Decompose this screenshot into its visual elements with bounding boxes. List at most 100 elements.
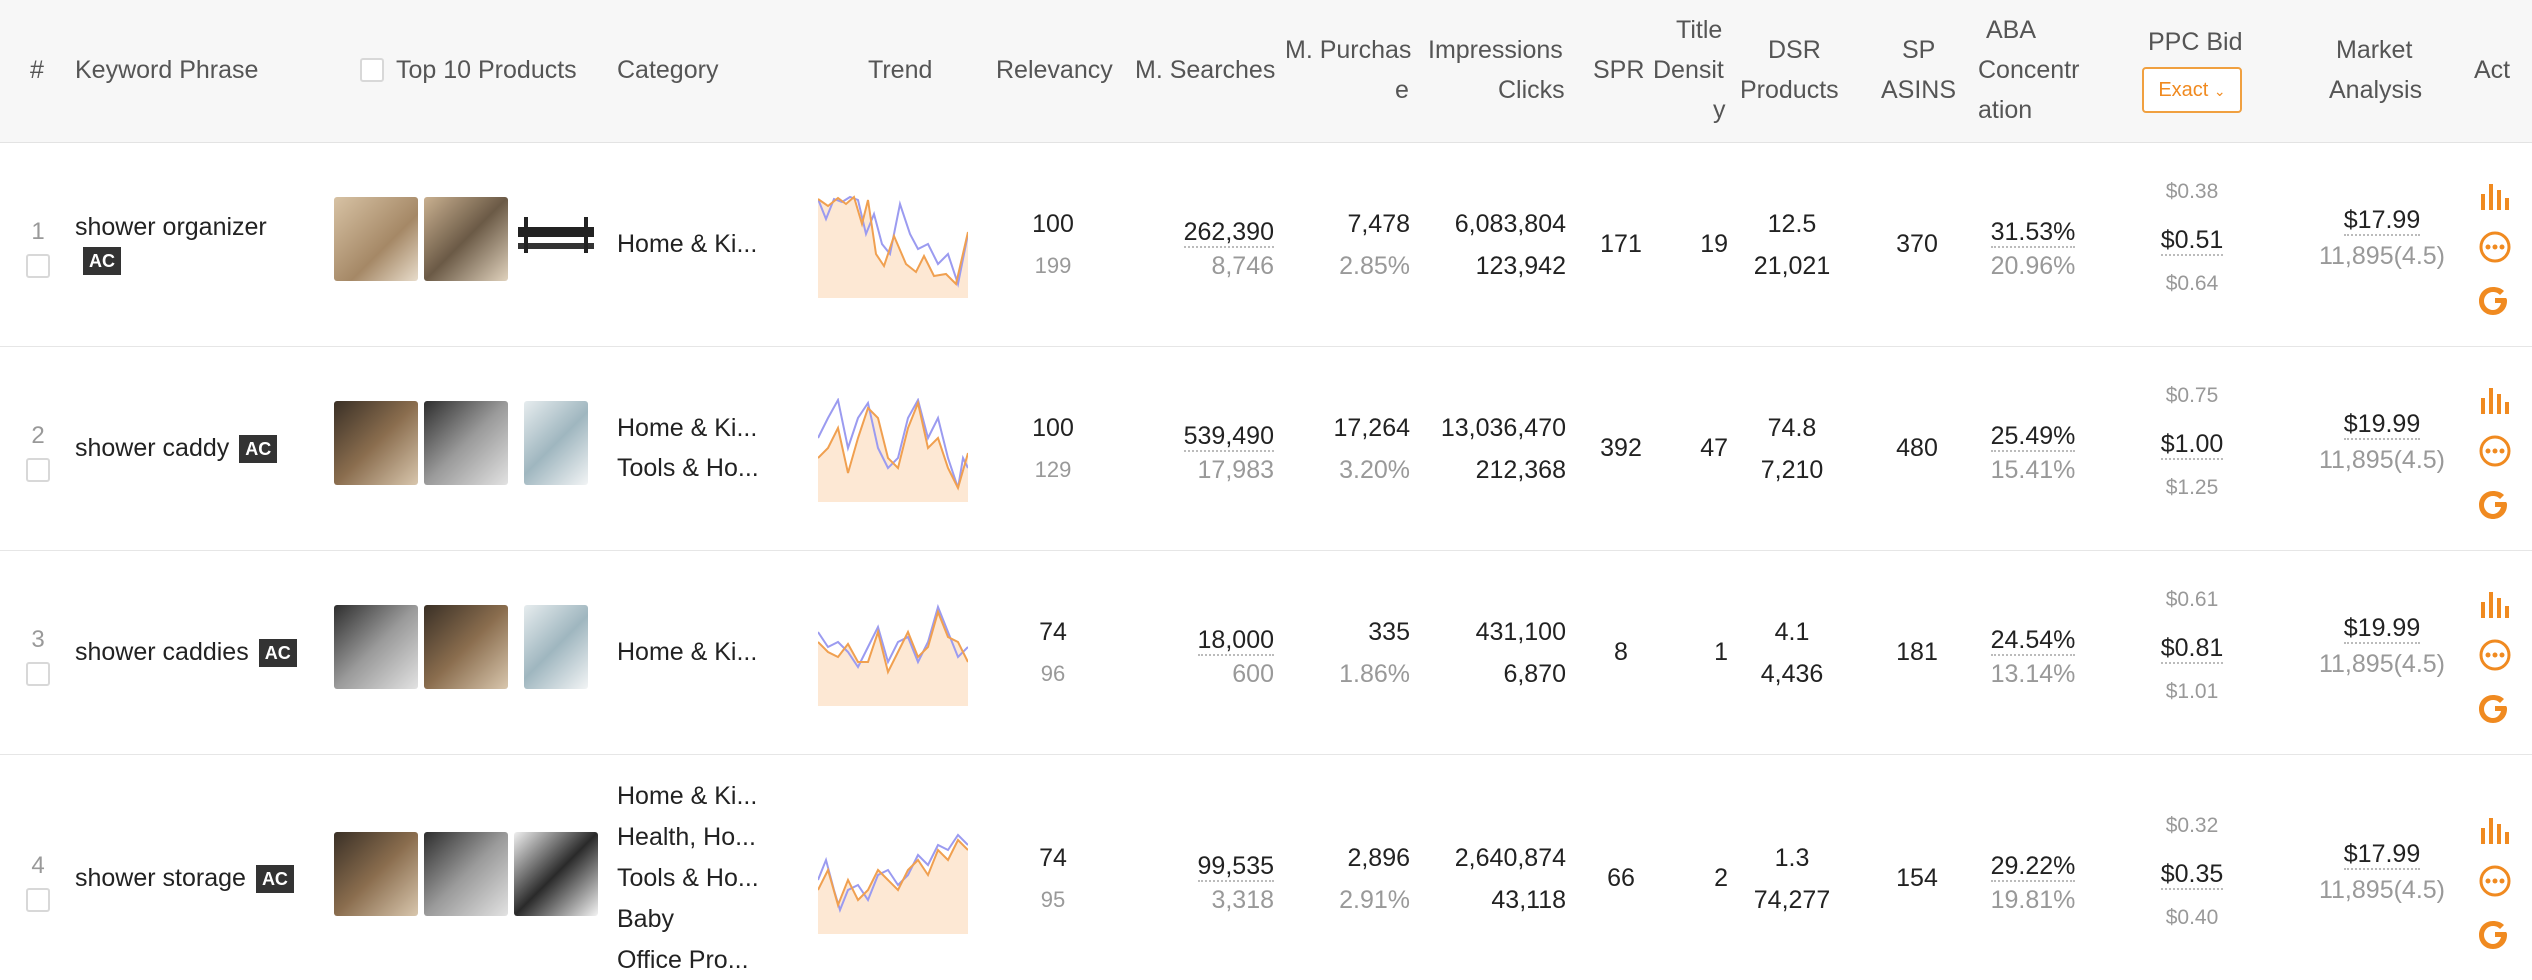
row-checkbox[interactable] (26, 458, 50, 482)
keyword-phrase[interactable]: shower caddies AC (75, 632, 297, 672)
bar-chart-icon[interactable] (2478, 178, 2512, 212)
ppc-mid-value[interactable]: $1.00 (2160, 430, 2224, 460)
trend-sparkline[interactable] (818, 830, 968, 934)
trend-sparkline[interactable] (818, 602, 968, 706)
monthly-searches-value[interactable]: 539,490 (1183, 422, 1274, 452)
keyword-phrase[interactable]: shower caddy AC (75, 428, 278, 468)
market-price[interactable]: $17.99 (2310, 200, 2454, 240)
products: 7,210 (1760, 456, 1824, 484)
aba-concentration[interactable]: 29.22% (1980, 846, 2086, 886)
header-mpurchase-line2[interactable]: e (1395, 76, 1409, 104)
header-mpurchase-line1[interactable]: M. Purchas (1285, 36, 1412, 64)
top10-select-all-checkbox[interactable] (360, 58, 384, 82)
header-impressions[interactable]: Impressions (1428, 36, 1563, 64)
more-options-icon[interactable] (2478, 864, 2512, 898)
product-thumbnail[interactable] (334, 832, 418, 916)
ppc-mid-value[interactable]: $0.51 (2160, 226, 2224, 256)
header-msearches[interactable]: M. Searches (1135, 56, 1276, 84)
market-price[interactable]: $19.99 (2310, 608, 2454, 648)
aba-value[interactable]: 24.54% (1990, 626, 2076, 656)
more-options-icon[interactable] (2478, 230, 2512, 264)
google-icon[interactable] (2478, 488, 2512, 522)
market-price-value[interactable]: $17.99 (2343, 840, 2421, 870)
google-icon[interactable] (2478, 284, 2512, 318)
monthly-searches-value[interactable]: 262,390 (1183, 218, 1274, 248)
ppc-match-type-value: Exact (2158, 79, 2209, 101)
relevancy: 74 (1039, 844, 1067, 872)
ppc-mid-value[interactable]: $0.35 (2160, 860, 2224, 890)
google-icon[interactable] (2478, 692, 2512, 726)
bar-chart-icon[interactable] (2478, 812, 2512, 846)
ppc-mid-value[interactable]: $0.81 (2160, 634, 2224, 664)
ppc-mid[interactable]: $0.35 (2142, 854, 2242, 894)
product-thumbnail[interactable] (514, 832, 598, 916)
product-thumbnail[interactable] (424, 401, 508, 485)
monthly-searches-value[interactable]: 18,000 (1197, 626, 1274, 656)
header-clicks[interactable]: Clicks (1498, 76, 1565, 104)
aba-concentration[interactable]: 31.53% (1980, 212, 2086, 252)
monthly-searches[interactable]: 262,390 (1140, 212, 1274, 252)
header-dsr[interactable]: DSR (1768, 36, 1821, 64)
keyword-phrase[interactable]: shower storage AC (75, 858, 294, 898)
header-market: Market (2336, 36, 2413, 64)
keyword-text[interactable]: shower storage (75, 864, 246, 892)
product-thumbnail[interactable] (524, 605, 588, 689)
header-title-line2[interactable]: Densit (1653, 56, 1724, 84)
trend-sparkline[interactable] (818, 398, 968, 502)
row-checkbox[interactable] (26, 662, 50, 686)
product-thumbnail[interactable] (334, 401, 418, 485)
product-thumbnail[interactable] (334, 605, 418, 689)
bar-chart-icon[interactable] (2478, 586, 2512, 620)
product-thumbnail[interactable] (524, 401, 588, 485)
market-price[interactable]: $17.99 (2310, 834, 2454, 874)
google-icon[interactable] (2478, 918, 2512, 952)
monthly-searches-value[interactable]: 99,535 (1197, 852, 1274, 882)
ppc-mid[interactable]: $0.81 (2142, 628, 2242, 668)
header-title-line3[interactable]: y (1713, 96, 1726, 124)
row-checkbox[interactable] (26, 888, 50, 912)
header-asins[interactable]: ASINS (1881, 76, 1957, 104)
product-thumbnail[interactable] (514, 197, 598, 281)
aba-concentration[interactable]: 25.49% (1980, 416, 2086, 456)
monthly-searches[interactable]: 539,490 (1140, 416, 1274, 456)
aba-value[interactable]: 25.49% (1990, 422, 2076, 452)
market-price[interactable]: $19.99 (2310, 404, 2454, 444)
header-aba-line1[interactable]: ABA (1986, 16, 2037, 44)
ppc-mid[interactable]: $0.51 (2142, 220, 2242, 260)
product-thumbnail[interactable] (424, 832, 508, 916)
relevancy: 74 (1039, 618, 1067, 646)
aba-value[interactable]: 29.22% (1990, 852, 2076, 882)
keyword-text[interactable]: shower caddy (75, 434, 230, 462)
header-title-line1[interactable]: Title (1676, 16, 1723, 44)
sp-asins: 154 (1896, 864, 1938, 892)
trend-sparkline[interactable] (818, 194, 968, 298)
more-options-icon[interactable] (2478, 434, 2512, 468)
market-reviews: 11,895(4.5) (2318, 650, 2445, 678)
header-aba-line2[interactable]: Concentr (1978, 56, 2080, 84)
ppc-mid[interactable]: $1.00 (2142, 424, 2242, 464)
more-options-icon[interactable] (2478, 638, 2512, 672)
header-sp[interactable]: SP (1902, 36, 1936, 64)
market-reviews: 11,895(4.5) (2318, 242, 2445, 270)
market-price-value[interactable]: $19.99 (2343, 410, 2421, 440)
header-products[interactable]: Products (1740, 76, 1839, 104)
products: 21,021 (1753, 252, 1831, 280)
header-relevancy[interactable]: Relevancy (996, 56, 1113, 84)
row-checkbox[interactable] (26, 254, 50, 278)
market-price-value[interactable]: $19.99 (2343, 614, 2421, 644)
monthly-searches[interactable]: 99,535 (1140, 846, 1274, 886)
header-spr[interactable]: SPR (1593, 56, 1645, 84)
product-thumbnail[interactable] (424, 197, 508, 281)
keyword-text[interactable]: shower caddies (75, 638, 249, 666)
market-price-value[interactable]: $17.99 (2343, 206, 2421, 236)
monthly-searches[interactable]: 18,000 (1140, 620, 1274, 660)
keyword-phrase[interactable]: shower organizer (75, 213, 267, 241)
bar-chart-icon[interactable] (2478, 382, 2512, 416)
aba-value[interactable]: 31.53% (1990, 218, 2076, 248)
ppc-match-type-dropdown[interactable]: Exact ⌄ (2142, 67, 2242, 113)
product-thumbnail[interactable] (424, 605, 508, 689)
header-keyword[interactable]: Keyword Phrase (75, 56, 259, 84)
header-aba-line3[interactable]: ation (1978, 96, 2033, 124)
aba-concentration[interactable]: 24.54% (1980, 620, 2086, 660)
product-thumbnail[interactable] (334, 197, 418, 281)
